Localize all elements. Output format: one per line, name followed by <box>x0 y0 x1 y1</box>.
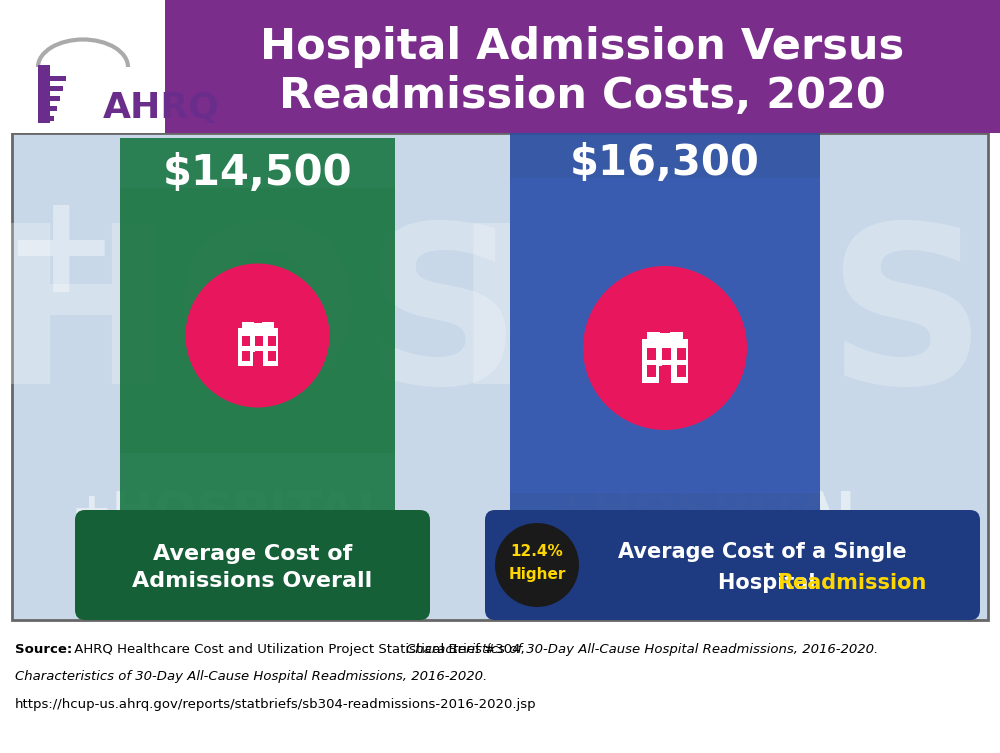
FancyBboxPatch shape <box>120 138 395 513</box>
FancyBboxPatch shape <box>647 332 683 339</box>
FancyBboxPatch shape <box>50 76 66 81</box>
Circle shape <box>583 266 747 430</box>
Text: Average Cost of a Single: Average Cost of a Single <box>618 541 907 562</box>
Text: Readmission: Readmission <box>778 573 927 593</box>
FancyBboxPatch shape <box>662 365 671 376</box>
Text: AHRQ: AHRQ <box>103 91 220 125</box>
FancyBboxPatch shape <box>254 336 262 346</box>
FancyBboxPatch shape <box>662 348 671 359</box>
FancyBboxPatch shape <box>510 178 820 493</box>
Text: Higher: Higher <box>508 568 566 583</box>
FancyBboxPatch shape <box>647 365 656 376</box>
FancyBboxPatch shape <box>242 336 250 346</box>
FancyBboxPatch shape <box>238 328 278 365</box>
FancyBboxPatch shape <box>268 350 276 361</box>
Text: Characteristics of 30-Day All-Cause Hospital Readmissions, 2016-2020.: Characteristics of 30-Day All-Cause Hosp… <box>15 670 487 683</box>
Text: Readmission Costs, 2020: Readmission Costs, 2020 <box>279 75 885 117</box>
FancyBboxPatch shape <box>676 365 686 376</box>
FancyBboxPatch shape <box>38 65 50 123</box>
Text: HOS: HOS <box>0 216 522 430</box>
FancyBboxPatch shape <box>252 352 262 365</box>
FancyBboxPatch shape <box>50 106 57 111</box>
FancyBboxPatch shape <box>50 96 60 101</box>
FancyBboxPatch shape <box>510 133 820 543</box>
FancyBboxPatch shape <box>659 367 671 383</box>
Text: Average Cost of: Average Cost of <box>153 544 352 564</box>
FancyBboxPatch shape <box>647 348 656 359</box>
FancyBboxPatch shape <box>254 304 262 322</box>
FancyBboxPatch shape <box>485 510 980 620</box>
FancyBboxPatch shape <box>50 86 63 91</box>
FancyBboxPatch shape <box>660 312 670 333</box>
Text: Source:: Source: <box>15 643 72 656</box>
Text: Hospital: Hospital <box>718 573 822 593</box>
FancyBboxPatch shape <box>0 0 165 133</box>
Text: $14,500: $14,500 <box>163 152 352 194</box>
FancyBboxPatch shape <box>242 322 274 328</box>
FancyBboxPatch shape <box>165 0 1000 133</box>
Circle shape <box>186 264 330 407</box>
Text: $16,300: $16,300 <box>570 142 760 184</box>
FancyBboxPatch shape <box>254 350 262 361</box>
Text: +HOSPITAL: +HOSPITAL <box>71 489 389 537</box>
Text: +HOSPITAL: +HOSPITAL <box>551 489 869 537</box>
FancyBboxPatch shape <box>248 310 266 318</box>
FancyBboxPatch shape <box>642 339 688 383</box>
Text: HOS: HOS <box>452 216 988 430</box>
FancyBboxPatch shape <box>120 188 395 453</box>
Text: +: + <box>2 185 118 321</box>
Text: 12.4%: 12.4% <box>511 544 563 559</box>
FancyBboxPatch shape <box>242 350 250 361</box>
FancyBboxPatch shape <box>655 319 675 328</box>
FancyBboxPatch shape <box>676 348 686 359</box>
FancyBboxPatch shape <box>268 336 276 346</box>
Text: Hospital Admission Versus: Hospital Admission Versus <box>260 26 904 68</box>
Text: Characteristics of 30-Day All-Cause Hospital Readmissions, 2016-2020.: Characteristics of 30-Day All-Cause Hosp… <box>406 643 878 656</box>
FancyBboxPatch shape <box>75 510 430 620</box>
Text: https://hcup-us.ahrq.gov/reports/statbriefs/sb304-readmissions-2016-2020.jsp: https://hcup-us.ahrq.gov/reports/statbri… <box>15 698 537 711</box>
Text: Admissions Overall: Admissions Overall <box>132 572 373 591</box>
FancyBboxPatch shape <box>12 133 988 620</box>
Text: AHRQ Healthcare Cost and Utilization Project Statistical Brief #304,: AHRQ Healthcare Cost and Utilization Pro… <box>70 643 529 656</box>
Circle shape <box>495 523 579 607</box>
FancyBboxPatch shape <box>50 116 54 121</box>
